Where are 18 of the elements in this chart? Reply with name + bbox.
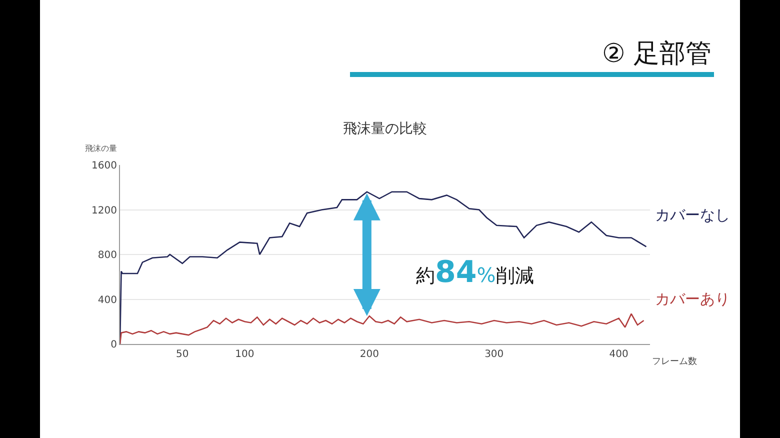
- x-tick-label: 400: [609, 349, 628, 360]
- y-tick-label: 0: [110, 340, 117, 350]
- y-tick-label: 400: [98, 294, 117, 306]
- x-tick-label: 50: [176, 349, 189, 360]
- y-axis-title: 飛沫の量: [85, 144, 117, 153]
- x-tick-label: 100: [235, 349, 254, 360]
- y-tick-label: 800: [98, 250, 117, 261]
- series-label: カバーなし: [655, 206, 730, 224]
- y-tick-label: 1600: [92, 160, 117, 172]
- chart-subtitle: 飛沫量の比較: [343, 121, 427, 137]
- x-tick-label: 300: [484, 349, 504, 360]
- y-tick-label: 1200: [92, 205, 117, 216]
- x-tick-label: 200: [360, 349, 379, 360]
- series-label: カバーあり: [655, 290, 730, 308]
- x-axis-title: フレーム数: [652, 356, 697, 367]
- line-series: [120, 313, 644, 344]
- annotation: 約84%削減: [416, 255, 534, 290]
- chart-title: ② 足部管: [602, 39, 712, 69]
